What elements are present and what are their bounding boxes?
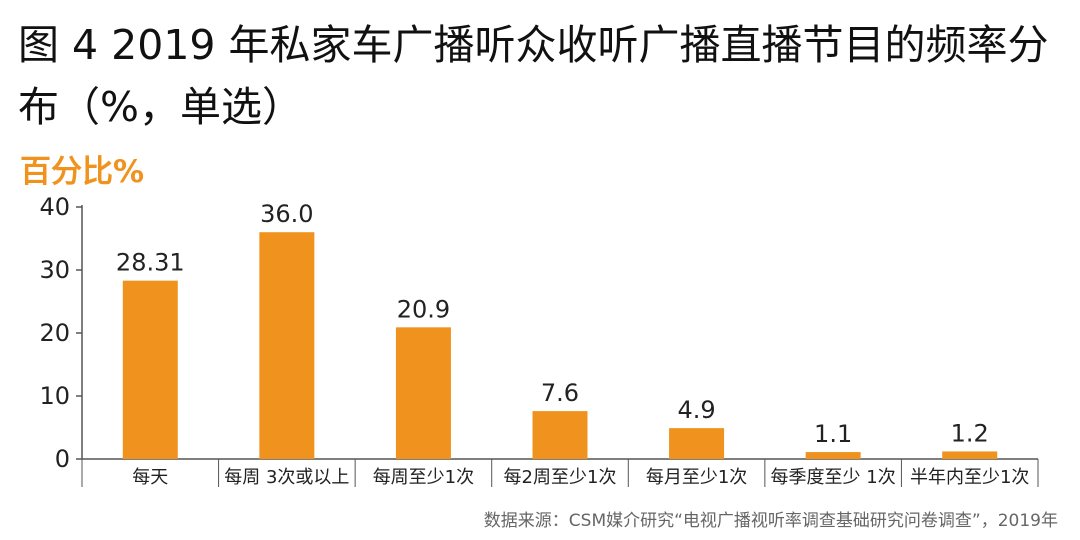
- bar: [942, 451, 998, 459]
- x-category-label: 每2周至少1次: [504, 467, 617, 488]
- bar: [669, 428, 725, 459]
- y-axis-unit-label: 百分比%: [20, 154, 145, 190]
- bar: [122, 280, 178, 459]
- bar-value-label: 7.6: [541, 379, 579, 407]
- bar: [532, 411, 588, 459]
- source-note: 数据来源：CSM媒介研究“电视广播视听率调查基础研究问卷调查”，2019年: [483, 511, 1058, 531]
- bar-value-label: 28.31: [116, 249, 185, 277]
- y-tick-label: 30: [39, 256, 70, 284]
- y-tick-label: 40: [39, 193, 70, 221]
- bar-value-label: 1.1: [814, 420, 852, 448]
- x-category-label: 每周至少1次: [373, 467, 474, 488]
- y-tick-label: 10: [39, 382, 70, 410]
- y-tick-label: 20: [39, 319, 70, 347]
- chart-bars: [122, 232, 998, 459]
- chart-labels: 0 10 20 30 40 28.31 每天 36.0 每周 3次或以上 20.9 每周至少1次 7.…: [39, 193, 1029, 488]
- x-category-label: 每天: [132, 467, 168, 488]
- x-category-label: 每季度至少 1次: [771, 467, 896, 488]
- x-category-label: 每周 3次或以上: [224, 467, 349, 488]
- bar-value-label: 20.9: [397, 295, 450, 323]
- bar-value-label: 4.9: [677, 396, 715, 424]
- bar-value-label: 36.0: [260, 200, 313, 228]
- bar-value-label: 1.2: [951, 419, 989, 447]
- y-tick-label: 0: [55, 445, 70, 473]
- bar: [805, 452, 861, 459]
- bar: [259, 232, 315, 459]
- x-category-label: 半年内至少1次: [910, 467, 1029, 488]
- chart-title: 图 4 2019 年私家车广播听众收听广播直播节目的频率分布（%，单选）: [18, 21, 1049, 131]
- bar: [395, 327, 451, 459]
- x-category-label: 每月至少1次: [646, 467, 747, 488]
